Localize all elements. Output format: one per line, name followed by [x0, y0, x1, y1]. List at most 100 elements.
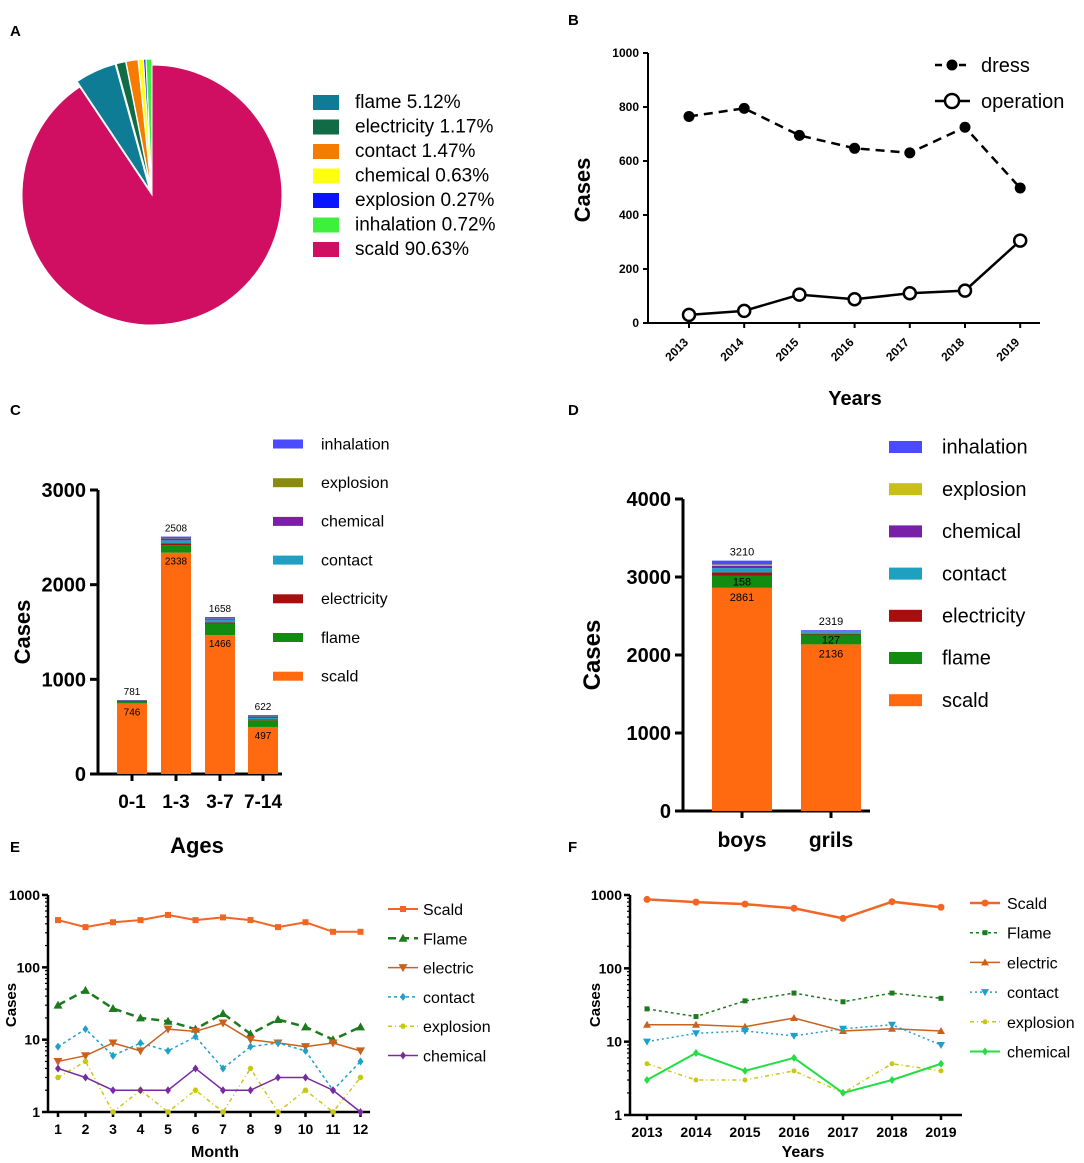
total-label: 781	[124, 687, 141, 698]
point-electric	[53, 1057, 63, 1066]
point-electric	[328, 1039, 338, 1048]
legend-label-flame: flame	[942, 648, 991, 670]
flame-value-label: 127	[822, 634, 840, 646]
bar-segment-flame	[161, 545, 191, 553]
bar-segment-scald	[712, 587, 772, 811]
point-chemical	[938, 1059, 944, 1068]
ylabel-c: Cases	[10, 600, 35, 665]
point-chemical	[165, 1086, 171, 1095]
point-Scald	[165, 911, 171, 918]
point-contact	[220, 1064, 226, 1073]
xlabel-b: Years	[828, 388, 881, 410]
bar-segment-inhalation	[205, 617, 235, 619]
panel-label-d: D	[568, 402, 579, 419]
point-explosion	[644, 1061, 650, 1067]
category-label: 7-14	[244, 792, 282, 813]
bar-segment-explosion	[205, 618, 235, 620]
xlabel-f: Years	[782, 1144, 825, 1161]
point-explosion	[693, 1077, 699, 1083]
bar-chart-c: 0 1000 2000 3000 0-1 781 746 1-3 2508 2338 3-7 1658…	[42, 480, 283, 813]
point-chemical	[55, 1064, 61, 1073]
xtick-label-b: 2018	[938, 335, 967, 364]
series-line-chemical	[57, 1067, 361, 1113]
bar-segment-flame	[712, 575, 772, 588]
ytick-label: 0	[660, 801, 671, 823]
point-Scald	[220, 914, 226, 921]
bar-segment-scald	[248, 726, 278, 774]
category-label: 0-1	[118, 792, 146, 813]
bar-segment-flame	[117, 701, 147, 704]
legend-label-contact: contact	[1007, 985, 1059, 1002]
point-operation	[847, 291, 862, 307]
point-dress	[849, 142, 861, 154]
pie-slice-scald	[21, 64, 283, 326]
legend-swatch-explosion	[273, 478, 303, 488]
point-Scald	[839, 914, 847, 922]
ytick-label: 10	[24, 1032, 40, 1048]
point-contact	[888, 1021, 896, 1029]
xtick-label: 2015	[729, 1124, 760, 1140]
point-chemical	[693, 1049, 699, 1058]
point-explosion	[55, 1074, 61, 1081]
legend-marker-explosion	[982, 1019, 988, 1025]
point-explosion	[275, 1109, 281, 1115]
point-Flame	[301, 1022, 310, 1031]
legend-swatch-explosion	[889, 483, 922, 496]
point-operation	[736, 303, 752, 319]
legend-c: inhalation explosion chemical contact electr…	[273, 436, 390, 686]
legend-label-scald: scald	[321, 669, 358, 686]
point-chemical	[742, 1066, 748, 1075]
bar-segment-scald	[117, 703, 147, 774]
point-explosion	[742, 1077, 748, 1083]
legend-marker-chemical	[982, 1047, 988, 1056]
ytick-label: 0	[75, 764, 86, 786]
legend-marker-Flame	[982, 930, 988, 936]
point-Scald	[643, 895, 651, 903]
point-chemical	[247, 1086, 254, 1095]
point-electric	[81, 1052, 90, 1061]
series-line-Scald	[57, 913, 361, 933]
bar-segment-contact	[801, 632, 861, 634]
bar-segment-chemical	[801, 631, 861, 633]
point-Scald	[55, 917, 61, 924]
ytick-label-b: 200	[619, 262, 639, 276]
xtick-label-b: 2016	[828, 335, 857, 364]
legend-swatch-inhalation	[889, 441, 922, 453]
xtick-label: 6	[192, 1121, 200, 1137]
point-electric	[163, 1025, 173, 1034]
point-operation	[957, 283, 973, 298]
ytick-label: 1000	[42, 669, 87, 691]
point-Flame	[273, 1015, 283, 1024]
point-Flame	[53, 1000, 63, 1009]
point-electric	[937, 1026, 945, 1034]
bar-segment-chemical	[161, 538, 191, 541]
bar-segment-flame	[248, 720, 278, 727]
bar-segment-contact	[248, 717, 278, 720]
xtick-label: 10	[298, 1121, 314, 1137]
legend-label-Scald: Scald	[1007, 896, 1047, 913]
point-explosion	[330, 1109, 336, 1115]
point-Flame	[644, 1006, 650, 1012]
category-label: 1-3	[162, 792, 189, 813]
legend-label-scald: scald	[942, 690, 989, 712]
point-Flame	[108, 1003, 118, 1012]
point-Flame	[356, 1022, 365, 1031]
line-chart-f: 1 10 100 1000 2013 2014 2015 2016 2017 2018 2019	[591, 887, 962, 1140]
total-label: 3210	[730, 547, 754, 559]
legend-label-explosion: explosion	[321, 475, 389, 492]
point-Scald	[110, 919, 116, 926]
legend-label-inhalation: inhalation 0.72%	[355, 215, 496, 236]
point-chemical	[840, 1088, 846, 1097]
point-chemical	[330, 1086, 336, 1095]
point-dress	[959, 121, 971, 133]
point-dress	[738, 102, 750, 114]
legend-marker-operation	[943, 92, 961, 110]
point-Flame	[163, 1016, 173, 1025]
bar-segment-inhalation	[712, 560, 772, 565]
point-contact	[692, 1030, 700, 1038]
legend-swatch-flame	[313, 95, 339, 110]
point-contact	[357, 1057, 364, 1066]
xtick-label: 2016	[778, 1124, 809, 1140]
legend-label-contact: contact	[321, 552, 373, 569]
